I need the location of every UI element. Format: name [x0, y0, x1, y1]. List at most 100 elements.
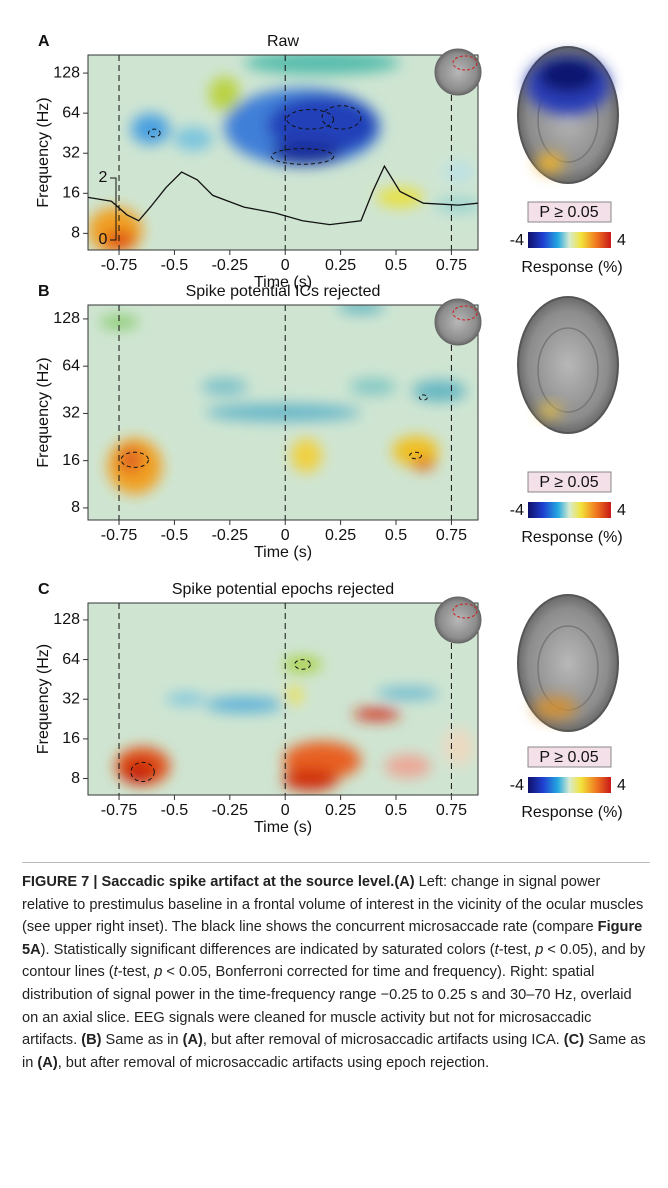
- contour: [270, 148, 335, 165]
- brain-inner: [537, 327, 599, 413]
- heatmap-blob: [283, 656, 322, 673]
- heatmap-blob: [267, 95, 377, 155]
- activation: [533, 696, 577, 720]
- heatmap: [88, 305, 478, 520]
- mask-box: [527, 201, 612, 223]
- caption-run: Left: change in signal power relative to…: [22, 874, 644, 936]
- contour: [147, 128, 161, 138]
- contour: [120, 451, 149, 468]
- inset-brain: [434, 596, 482, 644]
- heatmap: [88, 603, 478, 795]
- caption-run: < 0.05), and by contour lines (: [22, 941, 646, 981]
- x-tick-label: -0.5: [161, 257, 189, 274]
- panel-title: Raw: [267, 33, 299, 50]
- inset-voi: [452, 55, 478, 71]
- y-tick-label: 64: [62, 104, 80, 121]
- y-tick-label: 64: [62, 651, 80, 668]
- y-tick-label: 16: [62, 185, 80, 202]
- y-tick-label: 8: [71, 499, 80, 516]
- x-axis-label: Time (s): [254, 544, 312, 561]
- panel-title: Spike potential epochs rejected: [172, 581, 394, 598]
- heatmap-blobs: [88, 55, 478, 250]
- plot-frame: [87, 54, 479, 251]
- y-tick-label: 128: [53, 611, 80, 628]
- heatmap-blob: [201, 378, 248, 396]
- x-axis-label: Time (s): [254, 819, 312, 836]
- caption-run: t: [113, 964, 118, 981]
- heatmap-blob: [173, 127, 213, 151]
- mask-label: P ≥ 0.05: [539, 474, 598, 491]
- y-tick-label: 32: [62, 405, 80, 422]
- y-tick-label: 128: [53, 64, 80, 81]
- mask-label: P ≥ 0.05: [539, 204, 598, 221]
- caption-run: , but after removal of microsaccadic art…: [57, 1054, 490, 1071]
- activation: [536, 153, 564, 173]
- heatmap-blob: [130, 113, 170, 145]
- x-tick-label: -0.5: [161, 527, 189, 544]
- caption-run: ). Statistically significant differences…: [40, 941, 495, 958]
- heatmap-blob: [123, 760, 155, 784]
- heatmap-blob: [271, 140, 342, 165]
- heatmap-blob: [205, 697, 283, 713]
- heatmap-blob: [99, 315, 139, 329]
- y-tick-label: 8: [71, 770, 80, 787]
- heatmap-blob: [166, 693, 205, 705]
- heatmap-blobs: [99, 305, 467, 495]
- heatmap-blob: [205, 403, 361, 422]
- caption-run: , but after removal of microsaccadic art…: [202, 1032, 564, 1049]
- x-tick-label: 0.5: [385, 527, 407, 544]
- x-tick-label: 0.25: [325, 802, 356, 819]
- caption-run: FIGURE 7 | Saccadic spike artifact at th…: [22, 874, 395, 890]
- colorbar-label: Response (%): [521, 529, 622, 546]
- heatmap-blob: [208, 76, 241, 112]
- heatmap-blobs: [115, 656, 475, 792]
- x-tick-label: 0: [281, 527, 290, 544]
- x-tick-label: 0.5: [385, 802, 407, 819]
- y-tick-label: 64: [62, 357, 80, 374]
- brain-activation: [533, 696, 577, 720]
- x-tick-label: 0.25: [325, 527, 356, 544]
- x-axis-label: Time (s): [254, 274, 312, 291]
- x-tick-label: 0: [281, 257, 290, 274]
- heatmap-blob: [283, 768, 338, 792]
- contour: [130, 761, 155, 783]
- heatmap-blob: [442, 727, 475, 767]
- y-tick-label: 128: [53, 310, 80, 327]
- x-tick-label: -0.75: [101, 527, 138, 544]
- x-tick-label: -0.25: [212, 802, 249, 819]
- x-tick-label: -0.5: [161, 802, 189, 819]
- colorbar: [528, 777, 611, 793]
- brain-slice: [517, 594, 619, 732]
- heatmap-blob: [337, 305, 385, 314]
- caption: FIGURE 7 | Saccadic spike artifact at th…: [22, 862, 650, 1074]
- caption-run: Same as in: [22, 1032, 646, 1071]
- mask-label: P ≥ 0.05: [539, 749, 598, 766]
- colorbar-max: 4: [617, 777, 626, 794]
- rate-line: [88, 164, 478, 226]
- y-axis-label: Frequency (Hz): [35, 97, 52, 207]
- x-tick-label: 0.75: [436, 802, 467, 819]
- caption-run: t: [494, 941, 499, 958]
- colorbar-max: 4: [617, 502, 626, 519]
- heatmap-blob: [411, 457, 436, 471]
- x-tick-label: 0.25: [325, 257, 356, 274]
- heatmap: [88, 55, 478, 250]
- caption-run: -test,: [117, 964, 155, 981]
- caption-run: -test,: [498, 941, 536, 958]
- heatmap-blob: [353, 708, 400, 721]
- x-tick-label: 0.75: [436, 527, 467, 544]
- y-axis-label: Frequency (Hz): [35, 357, 52, 467]
- heatmap-blob: [384, 754, 432, 778]
- rate-axis: [110, 177, 117, 241]
- caption-run: (A): [182, 1032, 203, 1049]
- inset-voi: [452, 603, 478, 619]
- caption-run: (B): [81, 1032, 102, 1049]
- contour: [294, 659, 311, 670]
- caption-run: p: [154, 964, 163, 981]
- caption-run: p: [535, 941, 544, 958]
- brain-slice: [517, 296, 619, 434]
- mask-box: [527, 471, 612, 493]
- heatmap-blob: [442, 162, 475, 182]
- x-tick-label: -0.25: [212, 527, 249, 544]
